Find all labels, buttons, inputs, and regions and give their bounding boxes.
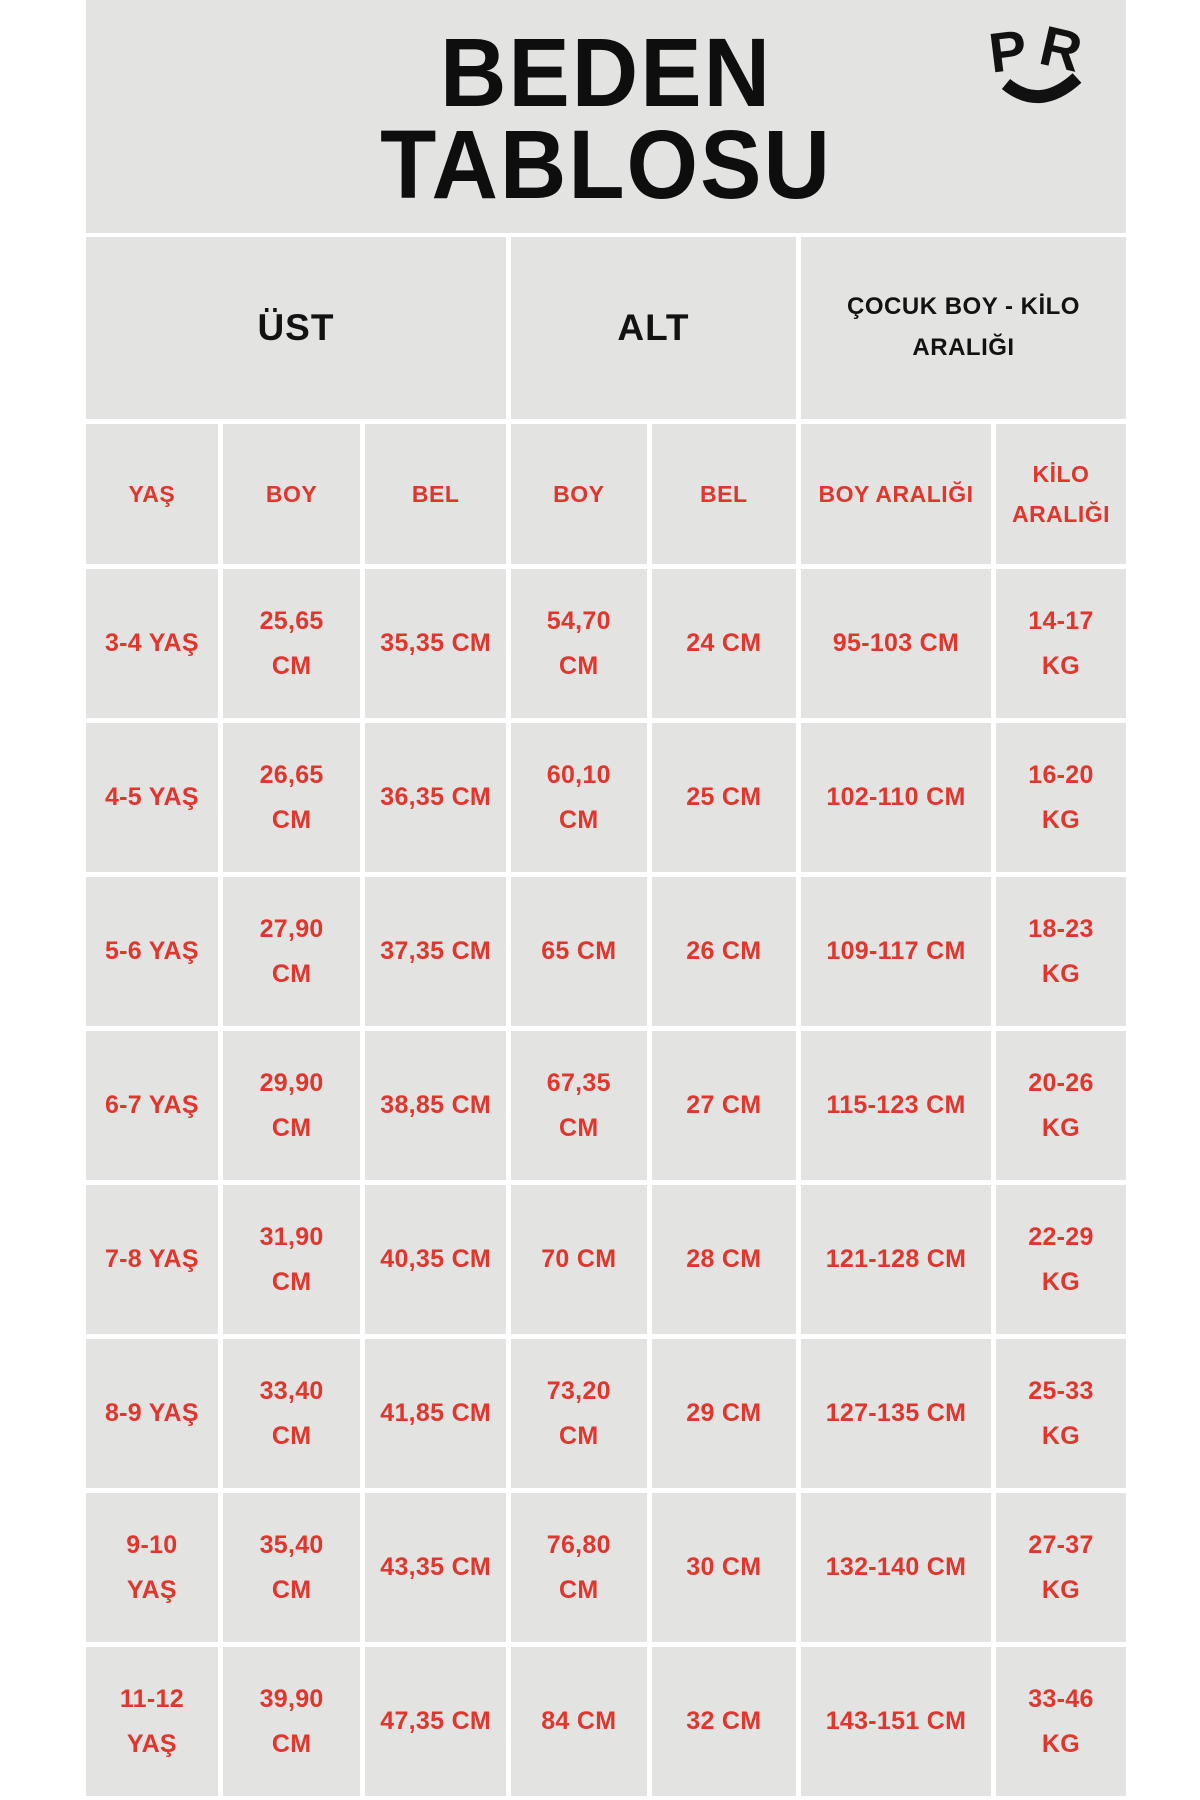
table-cell: 4-5 YAŞ [86, 723, 218, 872]
table-cell: 29,90 CM [222, 1031, 361, 1180]
table-cell: 25 CM [651, 723, 796, 872]
table-cell: 102-110 CM [801, 723, 991, 872]
table-cell: 24 CM [651, 569, 796, 718]
table-cell: 33-46 KG [995, 1647, 1126, 1796]
table-cell: 40,35 CM [365, 1185, 506, 1334]
group-header-ust: ÜST [86, 237, 506, 419]
table-cell: 26,65 CM [222, 723, 361, 872]
table-cell: 33,40 CM [222, 1339, 361, 1488]
table-cell: 6-7 YAŞ [86, 1031, 218, 1180]
logo-letter-p: P [985, 18, 1030, 85]
column-header-5: BOY ARALIĞI [801, 424, 991, 564]
table-cell: 25,65 CM [222, 569, 361, 718]
table-cell: 35,40 CM [222, 1493, 361, 1642]
table-cell: 39,90 CM [222, 1647, 361, 1796]
logo-smile-arc [1001, 73, 1082, 103]
column-header-6: KİLO ARALIĞI [995, 424, 1126, 564]
title-band: BEDEN TABLOSU P R [86, 0, 1126, 233]
table-cell: 5-6 YAŞ [86, 877, 218, 1026]
table-cell: 28 CM [651, 1185, 796, 1334]
table-cell: 9-10 YAŞ [86, 1493, 218, 1642]
table-cell: 43,35 CM [365, 1493, 506, 1642]
column-header-4: BEL [651, 424, 796, 564]
table-cell: 27,90 CM [222, 877, 361, 1026]
table-cell: 127-135 CM [801, 1339, 991, 1488]
page-title-line-1: BEDEN [439, 19, 773, 128]
group-header-alt: ALT [510, 237, 796, 419]
table-cell: 143-151 CM [801, 1647, 991, 1796]
table-cell: 37,35 CM [365, 877, 506, 1026]
table-cell: 3-4 YAŞ [86, 569, 218, 718]
table-cell: 121-128 CM [801, 1185, 991, 1334]
table-cell: 27 CM [651, 1031, 796, 1180]
table-cell: 30 CM [651, 1493, 796, 1642]
table-cell: 16-20 KG [995, 723, 1126, 872]
logo-letter-r: R [1034, 18, 1088, 84]
table-cell: 35,35 CM [365, 569, 506, 718]
table-cell: 26 CM [651, 877, 796, 1026]
size-table: ÜST ALT ÇOCUK BOY - KİLO ARALIĞI YAŞ BOY BEL B… [86, 237, 1126, 1796]
table-cell: 95-103 CM [801, 569, 991, 718]
table-cell: 41,85 CM [365, 1339, 506, 1488]
group-header-cocuk-boy-kilo: ÇOCUK BOY - KİLO ARALIĞI [801, 237, 1126, 419]
table-cell: 20-26 KG [995, 1031, 1126, 1180]
table-cell: 70 CM [510, 1185, 647, 1334]
table-cell: 7-8 YAŞ [86, 1185, 218, 1334]
column-header-0: YAŞ [86, 424, 218, 564]
page-title-line-2: TABLOSU [380, 110, 832, 219]
brand-logo: P R [985, 18, 1088, 103]
content-area: BEDEN TABLOSU P R ÜST ALT ÇOCUK BOY - KİLO… [86, 0, 1126, 1796]
table-cell: 38,85 CM [365, 1031, 506, 1180]
table-cell: 76,80 CM [510, 1493, 647, 1642]
table-cell: 32 CM [651, 1647, 796, 1796]
table-cell: 73,20 CM [510, 1339, 647, 1488]
table-cell: 132-140 CM [801, 1493, 991, 1642]
table-cell: 109-117 CM [801, 877, 991, 1026]
column-header-1: BOY [222, 424, 361, 564]
table-cell: 84 CM [510, 1647, 647, 1796]
table-cell: 115-123 CM [801, 1031, 991, 1180]
table-cell: 18-23 KG [995, 877, 1126, 1026]
table-cell: 31,90 CM [222, 1185, 361, 1334]
table-cell: 36,35 CM [365, 723, 506, 872]
table-cell: 25-33 KG [995, 1339, 1126, 1488]
table-cell: 27-37 KG [995, 1493, 1126, 1642]
table-cell: 65 CM [510, 877, 647, 1026]
table-cell: 11-12 YAŞ [86, 1647, 218, 1796]
table-cell: 14-17 KG [995, 569, 1126, 718]
table-cell: 54,70 CM [510, 569, 647, 718]
column-header-2: BEL [365, 424, 506, 564]
table-cell: 29 CM [651, 1339, 796, 1488]
table-cell: 8-9 YAŞ [86, 1339, 218, 1488]
table-cell: 22-29 KG [995, 1185, 1126, 1334]
column-header-3: BOY [510, 424, 647, 564]
table-cell: 47,35 CM [365, 1647, 506, 1796]
table-cell: 67,35 CM [510, 1031, 647, 1180]
table-cell: 60,10 CM [510, 723, 647, 872]
